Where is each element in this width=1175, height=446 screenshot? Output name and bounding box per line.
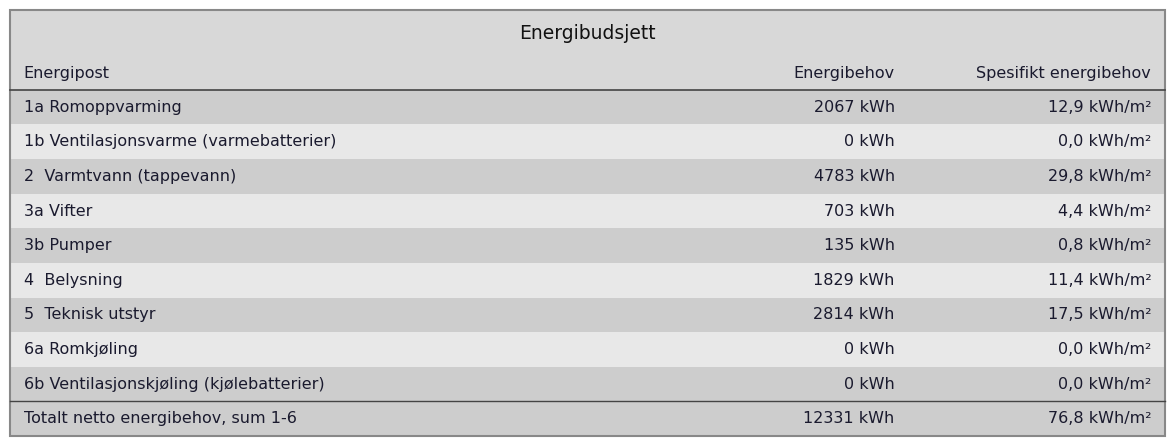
Text: 0,0 kWh/m²: 0,0 kWh/m²	[1058, 376, 1152, 392]
Text: 135 kWh: 135 kWh	[824, 238, 894, 253]
Text: Energibudsjett: Energibudsjett	[519, 24, 656, 42]
Text: 3b Pumper: 3b Pumper	[24, 238, 112, 253]
Text: 17,5 kWh/m²: 17,5 kWh/m²	[1048, 307, 1151, 322]
Text: 5  Teknisk utstyr: 5 Teknisk utstyr	[24, 307, 155, 322]
Text: 12331 kWh: 12331 kWh	[804, 411, 894, 426]
Bar	[11, 263, 1164, 297]
Text: 2  Varmtvann (tappevann): 2 Varmtvann (tappevann)	[24, 169, 236, 184]
Bar	[11, 159, 1164, 194]
Text: Energipost: Energipost	[24, 66, 109, 81]
Bar	[11, 367, 1164, 401]
Text: 3a Vifter: 3a Vifter	[24, 203, 92, 219]
Text: 4  Belysning: 4 Belysning	[24, 273, 122, 288]
Bar	[11, 401, 1164, 436]
Text: 2067 kWh: 2067 kWh	[813, 100, 894, 115]
Text: 11,4 kWh/m²: 11,4 kWh/m²	[1048, 273, 1151, 288]
Text: 1829 kWh: 1829 kWh	[813, 273, 894, 288]
Text: 2814 kWh: 2814 kWh	[813, 307, 894, 322]
Text: Totalt netto energibehov, sum 1-6: Totalt netto energibehov, sum 1-6	[24, 411, 297, 426]
Bar	[11, 297, 1164, 332]
Text: 4,4 kWh/m²: 4,4 kWh/m²	[1058, 203, 1152, 219]
Bar	[11, 194, 1164, 228]
Text: 76,8 kWh/m²: 76,8 kWh/m²	[1048, 411, 1151, 426]
Text: 703 kWh: 703 kWh	[824, 203, 894, 219]
Text: Energibehov: Energibehov	[793, 66, 894, 81]
Text: 12,9 kWh/m²: 12,9 kWh/m²	[1048, 100, 1151, 115]
Text: 0 kWh: 0 kWh	[844, 376, 894, 392]
Text: 0,8 kWh/m²: 0,8 kWh/m²	[1058, 238, 1152, 253]
Text: 29,8 kWh/m²: 29,8 kWh/m²	[1048, 169, 1151, 184]
Text: 1b Ventilasjonsvarme (varmebatterier): 1b Ventilasjonsvarme (varmebatterier)	[24, 134, 336, 149]
Bar	[11, 332, 1164, 367]
Text: 0,0 kWh/m²: 0,0 kWh/m²	[1058, 342, 1152, 357]
Text: Spesifikt energibehov: Spesifikt energibehov	[976, 66, 1152, 81]
Bar	[11, 90, 1164, 124]
Bar	[11, 228, 1164, 263]
Text: 4783 kWh: 4783 kWh	[813, 169, 894, 184]
Text: 0,0 kWh/m²: 0,0 kWh/m²	[1058, 134, 1152, 149]
Text: 6b Ventilasjonskjøling (kjølebatterier): 6b Ventilasjonskjøling (kjølebatterier)	[24, 376, 324, 392]
Text: 1a Romoppvarming: 1a Romoppvarming	[24, 100, 182, 115]
Bar	[11, 10, 1164, 90]
Text: 6a Romkjøling: 6a Romkjøling	[24, 342, 137, 357]
Text: 0 kWh: 0 kWh	[844, 342, 894, 357]
Bar	[11, 124, 1164, 159]
Text: 0 kWh: 0 kWh	[844, 134, 894, 149]
